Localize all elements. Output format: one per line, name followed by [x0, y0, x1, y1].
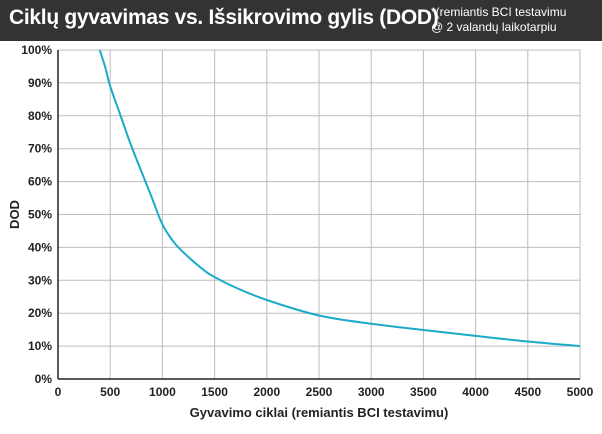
- y-tick-label: 80%: [28, 109, 52, 123]
- x-axis-title: Gyvavimo ciklai (remiantis BCI testavimu…: [190, 405, 449, 420]
- x-tick-label: 1000: [149, 385, 176, 399]
- x-tick-label: 1500: [201, 385, 228, 399]
- y-tick-label: 40%: [28, 240, 52, 254]
- y-tick-label: 70%: [28, 142, 52, 156]
- y-tick-label: 90%: [28, 76, 52, 90]
- y-tick-label: 60%: [28, 175, 52, 189]
- x-tick-label: 4000: [462, 385, 489, 399]
- y-tick-label: 20%: [28, 306, 52, 320]
- x-tick-label: 500: [100, 385, 120, 399]
- x-tick-label: 5000: [567, 385, 594, 399]
- y-tick-label: 30%: [28, 273, 52, 287]
- x-tick-label: 0: [55, 385, 62, 399]
- x-tick-label: 3000: [358, 385, 385, 399]
- chart-title: Ciklų gyvavimas vs. Išsikrovimo gylis (D…: [9, 6, 439, 29]
- x-tick-label: 4500: [514, 385, 541, 399]
- y-tick-labels: 0% 10% 20% 30% 40% 50% 60% 70% 80% 90% 100%: [21, 43, 52, 386]
- y-tick-label: 0%: [35, 372, 53, 386]
- test-note: *(remiantis BCI testavimu @ 2 valandų la…: [431, 5, 566, 35]
- title-bar: Ciklų gyvavimas vs. Išsikrovimo gylis (D…: [0, 0, 602, 41]
- y-axis-title: DOD: [7, 200, 22, 229]
- x-tick-label: 3500: [410, 385, 437, 399]
- x-tick-label: 2000: [253, 385, 280, 399]
- test-note-line-1: *(remiantis BCI testavimu: [431, 5, 567, 19]
- test-note-line-2: @ 2 valandų laikotarpiu: [431, 20, 557, 34]
- x-tick-labels: 0 500 1000 1500 2000 2500 3000 3500 4000 4500 5000: [55, 385, 594, 399]
- y-tick-label: 50%: [28, 208, 52, 222]
- dod-cycle-life-line: [98, 49, 581, 348]
- x-tick-label: 2500: [306, 385, 333, 399]
- y-tick-label: 10%: [28, 339, 52, 353]
- y-tick-label: 100%: [21, 43, 52, 57]
- axes: [57, 50, 580, 380]
- gridlines: [58, 49, 581, 379]
